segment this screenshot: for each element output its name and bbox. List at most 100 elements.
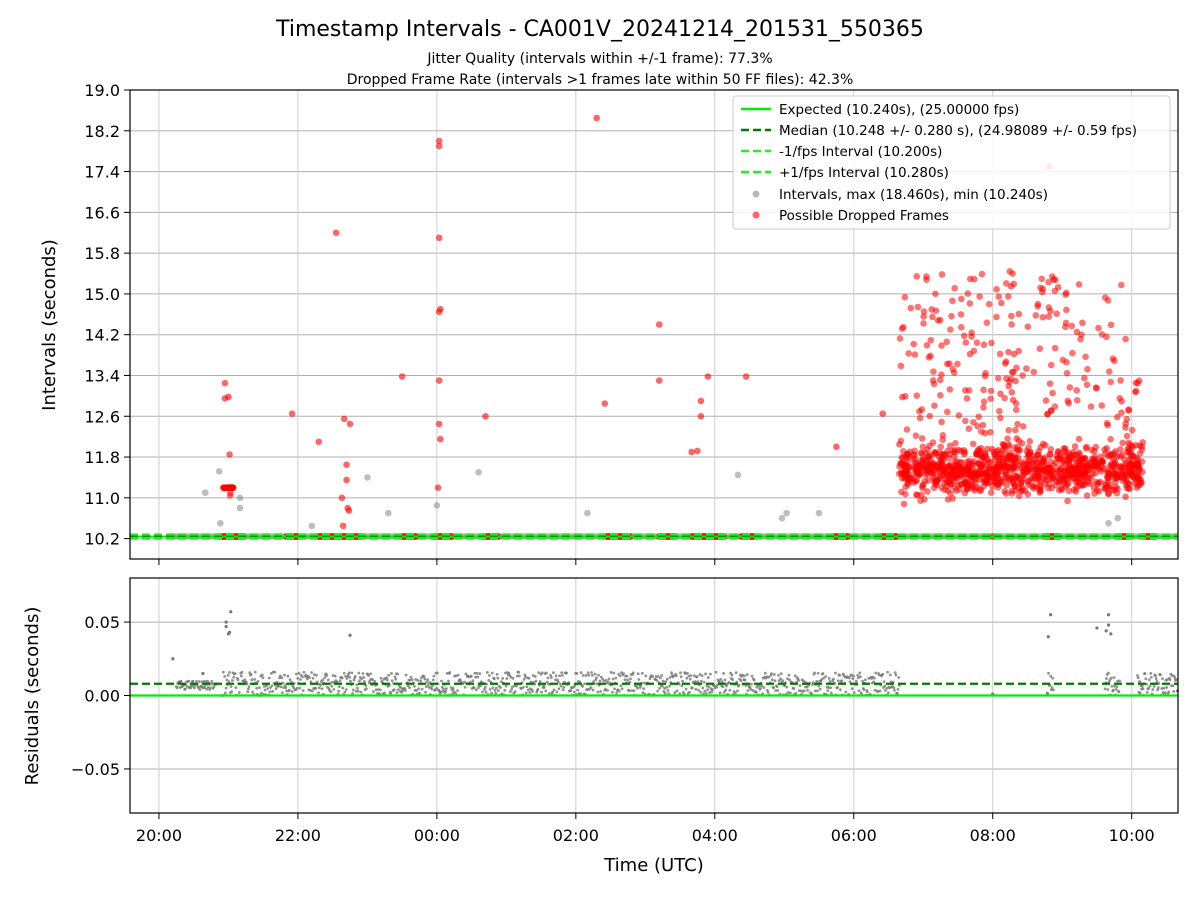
top-y-axis-label: Intervals (seconds) — [39, 239, 60, 411]
dropped-frame-point — [936, 376, 944, 384]
residual-point — [606, 680, 610, 684]
residual-point — [697, 688, 700, 692]
dropped-frame-point — [964, 290, 972, 297]
legend-label-median: Median (10.248 +/- 0.280 s), (24.98089 +… — [779, 123, 1137, 139]
dropped-frame-point — [920, 320, 927, 327]
dropped-frame-point — [919, 481, 927, 488]
residual-point — [423, 677, 427, 681]
residual-point — [609, 670, 613, 674]
residual-point — [896, 687, 900, 691]
residual-point — [456, 689, 459, 692]
residual-point — [629, 677, 632, 681]
residual-point — [644, 674, 648, 678]
bottom-x-tick-label: 00:00 — [414, 826, 460, 845]
dropped-frame-point — [1075, 281, 1083, 288]
dropped-frame-point — [938, 460, 945, 468]
residual-point — [552, 688, 556, 692]
residual-point — [262, 685, 266, 688]
residual-point — [1165, 686, 1169, 689]
dropped-frame-point — [976, 293, 983, 300]
residual-point — [494, 691, 498, 695]
residual-point — [192, 686, 196, 690]
dropped-frame-point — [1093, 384, 1100, 392]
residual-point — [263, 688, 267, 692]
residual-point — [703, 689, 707, 693]
dropped-frame-point — [1063, 306, 1070, 314]
residual-point — [749, 687, 753, 691]
dropped-frame-point — [1091, 447, 1098, 455]
legend-label-plus-interval: +1/fps Interval (10.280s) — [779, 165, 949, 181]
dropped-frame-point — [1073, 396, 1081, 404]
residual-point — [354, 689, 358, 693]
residual-point — [224, 624, 228, 629]
dropped-frame-point — [1040, 475, 1048, 482]
residual-point — [893, 671, 897, 674]
residual-point — [493, 688, 497, 692]
top-y-tick-label: 13.4 — [84, 366, 120, 385]
dropped-frame-point — [435, 377, 443, 384]
residual-point — [237, 691, 241, 694]
residual-point — [844, 690, 848, 694]
residual-point — [319, 683, 323, 687]
dropped-frame-point — [1012, 426, 1019, 434]
residual-point — [689, 674, 693, 677]
dropped-frame-point — [988, 339, 995, 347]
interval-point — [734, 471, 742, 479]
dropped-frame-point — [1046, 480, 1053, 488]
residual-point — [612, 671, 616, 675]
residual-point — [651, 675, 655, 679]
dropped-frame-point — [601, 400, 609, 407]
residual-point — [325, 674, 329, 677]
residual-point — [852, 674, 855, 678]
dropped-frame-point — [926, 442, 933, 450]
dropped-frame-point — [1087, 403, 1095, 410]
residual-point — [1046, 692, 1050, 696]
dropped-frame-point — [996, 350, 1004, 358]
dropped-frame-point — [1067, 470, 1074, 478]
dropped-frame-point — [947, 326, 954, 333]
residual-point — [848, 680, 852, 684]
residual-point — [372, 690, 375, 694]
residual-point — [551, 671, 555, 675]
dropped-frame-point — [1032, 465, 1040, 473]
residual-point — [284, 686, 288, 690]
residual-point — [297, 671, 301, 675]
dropped-frame-point — [1032, 475, 1040, 483]
residual-point — [376, 688, 380, 691]
dropped-frame-point — [1002, 471, 1010, 478]
residual-point — [854, 679, 858, 683]
dropped-frame-point — [1012, 400, 1020, 407]
residual-point — [1110, 684, 1114, 688]
residual-point — [471, 679, 475, 683]
dropped-frame-point — [1060, 474, 1068, 482]
residual-point — [1160, 687, 1164, 690]
residual-point — [863, 678, 867, 682]
residual-point — [175, 686, 179, 690]
residual-point — [1148, 684, 1152, 688]
residual-point — [310, 671, 313, 674]
residual-point — [668, 684, 671, 688]
residual-point — [171, 657, 175, 661]
dropped-frame-point — [978, 270, 986, 278]
residual-point — [310, 689, 314, 693]
residual-point — [867, 676, 871, 680]
dropped-frame-point — [226, 451, 233, 458]
dropped-frame-point — [437, 435, 444, 443]
residual-point — [872, 676, 876, 680]
residual-point — [558, 682, 562, 686]
residual-point — [763, 671, 767, 675]
dropped-frame-point — [913, 392, 921, 400]
dropped-frame-point — [1104, 478, 1112, 485]
residual-point — [730, 673, 734, 677]
residual-point — [403, 687, 407, 690]
residual-point — [295, 687, 299, 690]
dropped-frame-point — [1117, 445, 1124, 453]
dropped-frame-point — [938, 342, 945, 349]
dropped-frame-point — [912, 470, 919, 477]
residual-point — [294, 672, 298, 676]
legend-label-minus-interval: -1/fps Interval (10.200s) — [779, 144, 942, 160]
dropped-frame-point — [943, 408, 951, 416]
residual-point — [788, 691, 792, 695]
dropped-frame-point — [338, 494, 346, 502]
dropped-frame-point — [900, 500, 908, 508]
